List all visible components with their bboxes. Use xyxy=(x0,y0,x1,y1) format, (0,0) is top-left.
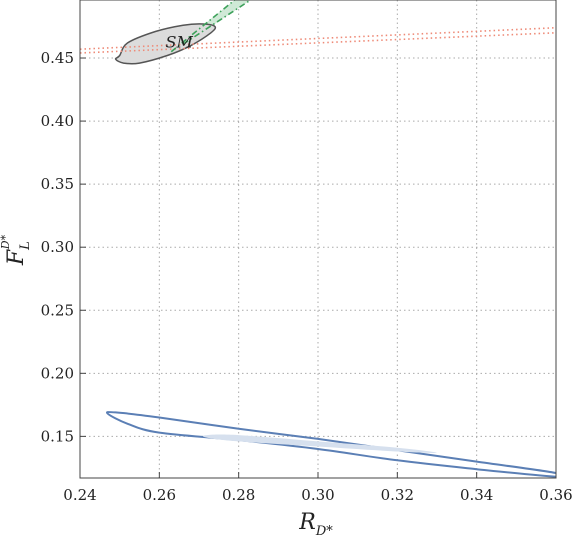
y-tick-label: 0.45 xyxy=(41,49,74,67)
y-tick-label: 0.15 xyxy=(41,427,74,445)
red-dotted-upper xyxy=(80,26,556,50)
lines xyxy=(80,0,556,54)
y-axis-label-main: F xyxy=(4,249,29,266)
y-axis-label-group: FL D* xyxy=(0,234,33,266)
x-axis-label: RD* xyxy=(298,510,333,539)
x-axis-label-sub: D* xyxy=(315,524,333,539)
blue-contour-inner xyxy=(202,434,437,454)
red-dotted-lower xyxy=(80,31,556,54)
sm-annotation: SM xyxy=(165,32,193,51)
ticks: 0.24 0.26 0.28 0.30 0.32 0.34 0.36 0.15 0.20 0.25… xyxy=(41,49,573,504)
y-axis-label-sup: D* xyxy=(0,234,12,250)
x-tick-label: 0.30 xyxy=(301,486,334,504)
annotations: SM xyxy=(165,32,193,51)
sm-ellipse xyxy=(114,23,217,65)
x-tick-label: 0.28 xyxy=(222,486,255,504)
y-tick-label: 0.30 xyxy=(41,238,74,256)
grid xyxy=(79,0,557,478)
y-tick-label: 0.40 xyxy=(41,112,74,130)
y-axis-label: FL D* xyxy=(0,234,33,266)
y-tick-label: 0.25 xyxy=(41,301,74,319)
x-axis-label-main: R xyxy=(298,510,316,535)
x-tick-label: 0.34 xyxy=(460,486,493,504)
x-tick-label: 0.26 xyxy=(143,486,176,504)
x-tick-label: 0.32 xyxy=(381,486,414,504)
y-tick-label: 0.20 xyxy=(41,364,74,382)
y-tick-label: 0.35 xyxy=(41,175,74,193)
x-tick-label: 0.36 xyxy=(539,486,572,504)
green-dashdot-left xyxy=(170,0,236,53)
x-tick-label: 0.24 xyxy=(63,486,96,504)
regions xyxy=(105,23,556,478)
y-axis-label-sub: L xyxy=(18,241,33,251)
